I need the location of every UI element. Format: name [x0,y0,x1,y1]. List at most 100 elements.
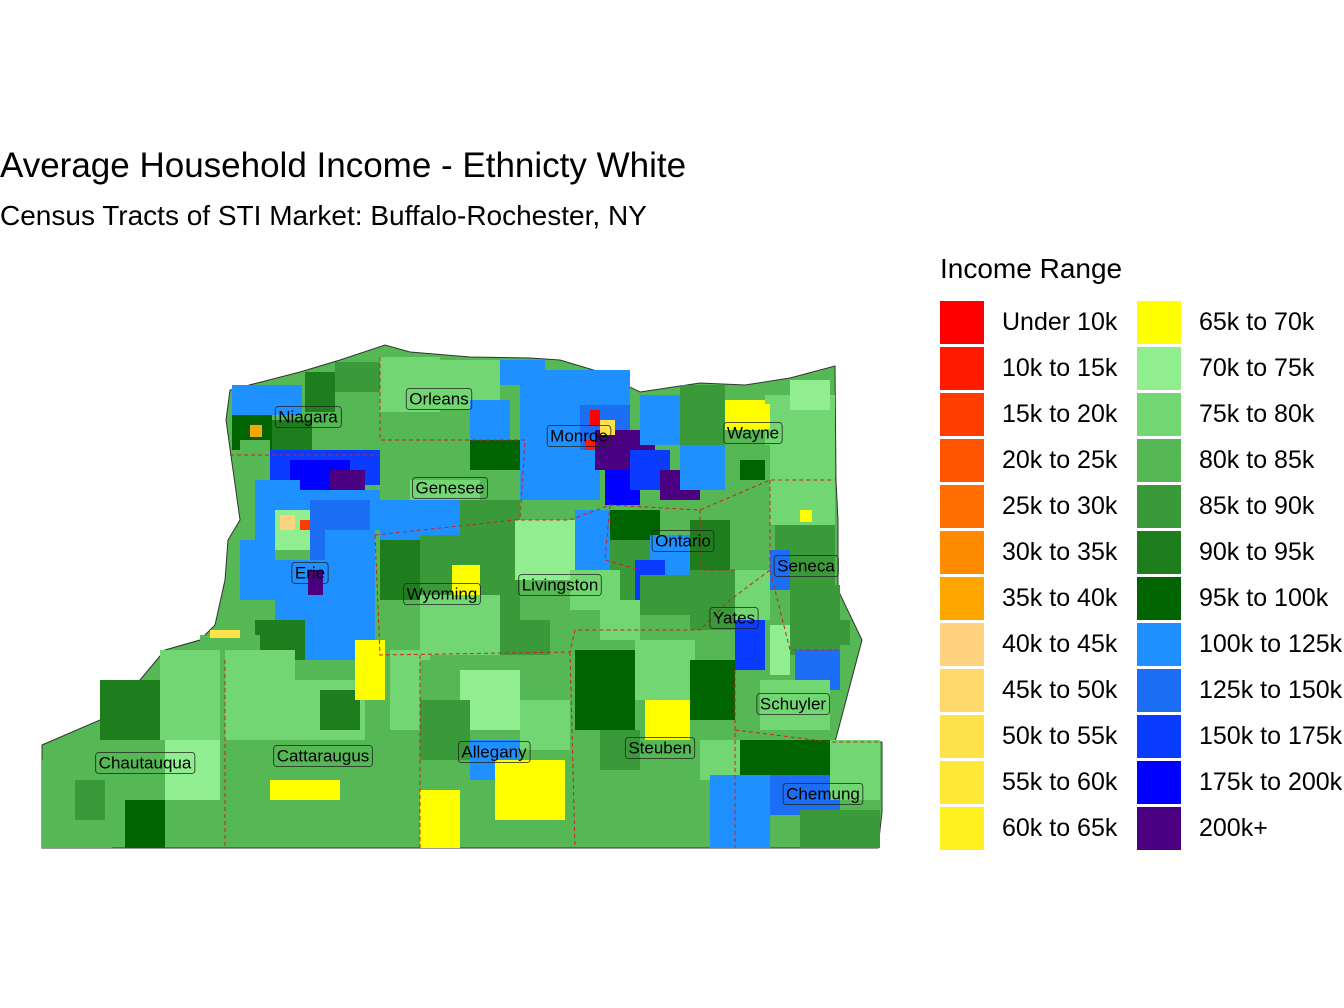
county-label-ontario: Ontario [651,530,715,552]
census-tract [790,380,830,410]
county-name: Ontario [655,531,711,550]
legend-swatch [1137,301,1181,344]
legend-label: 75k to 80k [1199,400,1315,428]
census-tract [575,650,635,730]
legend-label: 100k to 125k [1199,630,1343,658]
legend-label: 45k to 50k [1002,676,1118,704]
census-tract [308,570,323,595]
legend-swatch [940,393,984,436]
census-tract [710,775,770,848]
county-label-box [273,745,373,767]
census-tract [770,550,790,590]
county-label-monroe: Monroe [546,425,612,447]
legend-label: 15k to 20k [1002,400,1118,428]
county-boundary [379,357,526,521]
census-tract [420,660,460,700]
county-name: Livingston [522,575,599,594]
county-boundary [769,480,840,651]
county-name: Schuyler [760,694,826,713]
legend-swatch [940,347,984,390]
census-tract [270,780,340,800]
census-tract [380,500,460,540]
county-label-schuyler: Schuyler [756,693,830,715]
census-tract [380,540,420,600]
census-tract [355,640,385,700]
legend-label: 175k to 200k [1199,768,1343,796]
census-tract [690,660,735,720]
census-tract [210,630,240,638]
county-label-allegany: Allegany [457,741,531,763]
legend-swatch [940,807,984,850]
county-label-box [773,555,839,577]
county-label-box [723,422,783,444]
census-tract [280,515,295,530]
census-tract [600,420,615,435]
census-tract [800,510,812,522]
county-label-genesee: Genesee [412,477,488,499]
legend-swatch [940,715,984,758]
census-tract [420,700,470,760]
census-tract [770,625,790,675]
county-name: Chemung [786,784,860,803]
census-tract [600,600,640,640]
legend-label: 90k to 95k [1199,538,1315,566]
census-tract [515,520,575,580]
legend-label: 60k to 65k [1002,814,1118,842]
legend-swatch [1137,761,1181,804]
legend-swatch [940,577,984,620]
county-label-box [709,607,759,629]
census-tract [335,362,380,392]
census-tract [735,620,765,670]
census-tract [730,404,770,429]
legend-label: 85k to 90k [1199,492,1315,520]
county-label-box [403,583,481,605]
census-tract [452,565,480,595]
county-label-box [782,783,864,805]
census-tract [585,440,595,450]
legend-swatch [940,531,984,574]
county-boundary [604,504,641,571]
county-boundary [569,651,576,849]
county-label-livingston: Livingston [518,574,602,596]
legend-swatch [940,623,984,666]
census-tract [800,810,880,848]
county-name: Orleans [409,389,469,408]
census-tract [75,780,105,820]
legend-swatch [940,669,984,712]
county-label-box [546,425,612,447]
legend-label: Under 10k [1002,308,1118,336]
census-tract [680,385,725,445]
map-title: Average Household Income - Ethnicty Whit… [0,146,687,185]
county-name: Cattaraugus [277,746,370,765]
county-label-yates: Yates [709,607,759,629]
census-tract [825,620,850,645]
census-tract [125,800,165,848]
census-tract [325,530,375,620]
county-label-steuben: Steuben [624,737,696,759]
legend-label: 95k to 100k [1199,584,1329,612]
census-tract [420,790,460,848]
legend-label: 50k to 55k [1002,722,1118,750]
county-label-box [274,406,342,428]
census-tract [590,410,600,425]
county-name: Niagara [278,407,338,426]
census-tract [520,700,570,750]
legend-swatch [940,485,984,528]
legend-label: 25k to 30k [1002,492,1118,520]
legend-label: 55k to 60k [1002,768,1118,796]
legend-swatch [1137,623,1181,666]
legend-label: 40k to 45k [1002,630,1118,658]
legend-swatch [1137,577,1181,620]
census-tract [305,372,335,412]
census-tract [380,600,420,655]
county-name: Chautauqua [99,753,192,772]
census-tract [495,760,565,820]
census-tract [100,680,160,740]
census-tract [250,425,262,437]
census-tract [160,650,220,740]
census-tract [735,570,770,620]
legend-label: 65k to 70k [1199,308,1315,336]
census-tract [240,540,275,600]
census-tract [770,775,840,815]
legend-label: 10k to 15k [1002,354,1118,382]
